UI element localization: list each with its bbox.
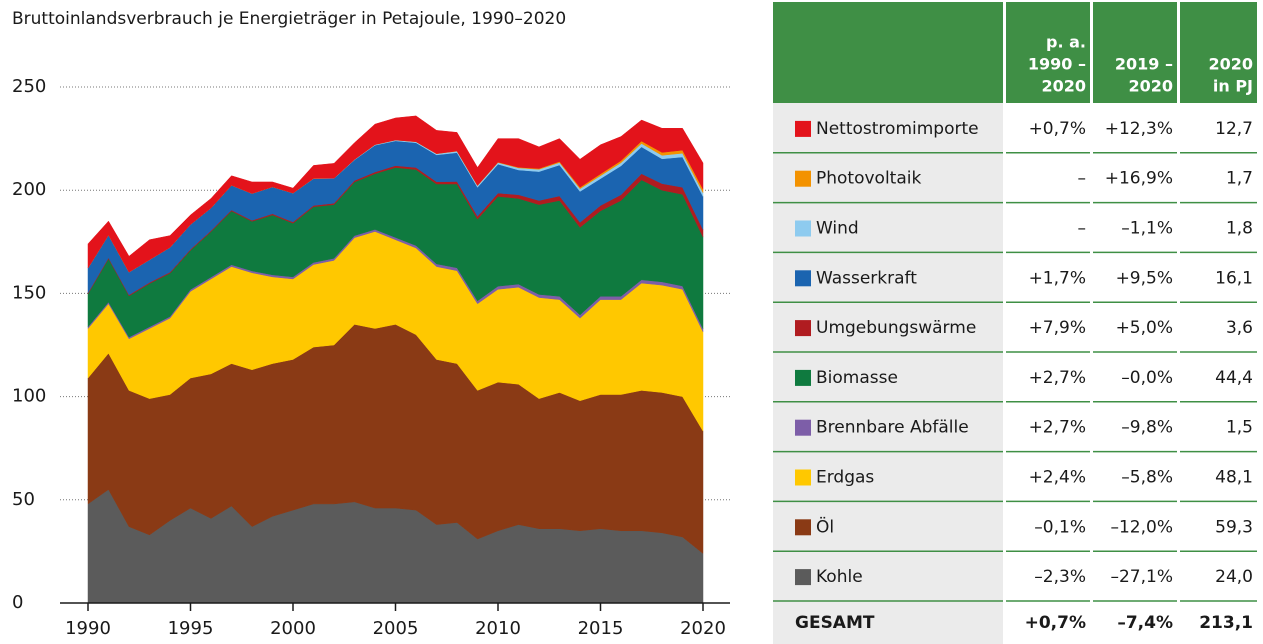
row-label: Nettostromimporte (816, 119, 979, 139)
header-cell (773, 2, 1003, 103)
cell-text: –2,3% (1034, 567, 1086, 587)
row-label: Wind (816, 219, 859, 239)
cell-text: –1,1% (1121, 219, 1173, 239)
cell-text: – (1078, 169, 1087, 189)
header-cell (1180, 2, 1257, 103)
row-label: Umgebungswärme (816, 318, 976, 338)
cell-text: +2,4% (1029, 468, 1086, 488)
cell-text: 24,0 (1215, 567, 1253, 587)
legend-swatch (795, 369, 811, 386)
header-text: 2019 – (1115, 55, 1173, 74)
header-text: p. a. (1046, 33, 1086, 52)
x-tick-label: 2020 (680, 618, 726, 639)
cell-text: +1,7% (1029, 268, 1086, 288)
legend-swatch (795, 519, 811, 536)
y-tick-label: 200 (12, 179, 46, 200)
cell-text: –0,0% (1121, 368, 1173, 388)
cell-text: –9,8% (1121, 418, 1173, 438)
legend-swatch (795, 569, 811, 586)
cell-text: 12,7 (1215, 119, 1253, 139)
legend-swatch (795, 170, 811, 187)
area (87, 115, 704, 273)
row-label: Wasserkraft (816, 268, 917, 288)
cell-text: 44,4 (1215, 368, 1253, 388)
cell-text: 1,7 (1226, 169, 1253, 189)
cell-text: +2,7% (1029, 368, 1086, 388)
cell-text: –27,1% (1110, 567, 1173, 587)
legend-swatch (795, 469, 811, 486)
header-cell (1006, 2, 1090, 103)
x-tick-label: 1990 (65, 618, 111, 639)
row-label: Brennbare Abfälle (816, 418, 969, 438)
cell-text: 59,3 (1215, 517, 1253, 537)
header-text: 2020 (1128, 77, 1173, 96)
legend-swatch (795, 320, 811, 337)
cell-text: +9,5% (1116, 268, 1173, 288)
cell-text: – (1078, 219, 1087, 239)
cell-text: –12,0% (1110, 517, 1173, 537)
cell-text: +2,7% (1029, 418, 1086, 438)
header-cell (1093, 2, 1177, 103)
cell-text: +0,7% (1029, 119, 1086, 139)
total-cell: 213,1 (1199, 613, 1253, 633)
cell-text: 1,8 (1226, 219, 1253, 239)
cell-text: 48,1 (1215, 468, 1253, 488)
cell-text: –5,8% (1121, 468, 1173, 488)
header-text: 1990 – (1028, 55, 1086, 74)
cell-text: +12,3% (1105, 119, 1173, 139)
x-tick-label: 1995 (168, 618, 214, 639)
x-tick-label: 2005 (373, 618, 419, 639)
table: p. a. 1990 – 2020 2019 – 2020 2020 in PJ Nettos… (773, 2, 1257, 644)
legend-swatch (795, 220, 811, 237)
cell-text: 3,6 (1226, 318, 1253, 338)
total-cell: +0,7% (1025, 613, 1086, 633)
x-tick-label: 2015 (578, 618, 624, 639)
x-tick-label: 2000 (270, 618, 316, 639)
cell-text: +5,0% (1116, 318, 1173, 338)
header-text: in PJ (1213, 77, 1253, 96)
header-text: 2020 (1041, 77, 1086, 96)
y-tick-label: 100 (12, 386, 46, 407)
total-label: GESAMT (795, 613, 875, 633)
y-tick-label: 0 (12, 592, 23, 613)
cell-text: 1,5 (1226, 418, 1253, 438)
chart-title: Bruttoinlandsverbrauch je Energieträger … (12, 9, 566, 29)
label-column (773, 103, 1003, 644)
y-tick-label: 150 (12, 282, 46, 303)
row-label: Biomasse (816, 368, 898, 388)
legend-swatch (795, 120, 811, 137)
y-tick-label: 50 (12, 489, 35, 510)
cell-text: +16,9% (1105, 169, 1173, 189)
row-label: Photovoltaik (816, 169, 921, 189)
cell-text: +7,9% (1029, 318, 1086, 338)
row-label: Kohle (816, 567, 863, 587)
cell-text: 16,1 (1215, 268, 1253, 288)
total-cell: –7,4% (1117, 613, 1173, 633)
y-tick-label: 250 (12, 76, 46, 97)
legend-swatch (795, 419, 811, 436)
x-tick-label: 2010 (475, 618, 521, 639)
header-text: 2020 (1208, 55, 1253, 74)
legend-swatch (795, 270, 811, 287)
row-label: Öl (816, 515, 834, 537)
row-label: Erdgas (816, 468, 874, 488)
cell-text: –0,1% (1034, 517, 1086, 537)
